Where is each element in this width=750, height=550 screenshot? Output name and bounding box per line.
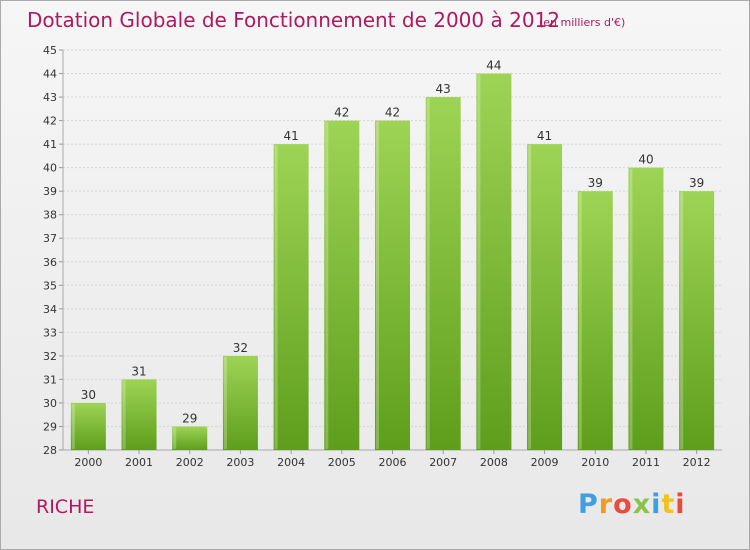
y-tick-label: 42 <box>43 115 57 128</box>
x-tick-label: 2012 <box>683 456 711 469</box>
x-tick-label: 2008 <box>480 456 508 469</box>
logo-letter: x <box>632 489 652 520</box>
y-tick-label: 41 <box>43 138 57 151</box>
data-label: 39 <box>588 176 603 190</box>
logo-letter: r <box>598 489 614 520</box>
logo-letter: P <box>578 489 599 520</box>
bars <box>70 73 715 451</box>
chart-title: Dotation Globale de Fonctionnement de 20… <box>27 8 560 32</box>
y-tick-label: 33 <box>43 326 57 339</box>
x-tick-label: 2007 <box>429 456 457 469</box>
x-tick-label: 2009 <box>531 456 559 469</box>
bar <box>375 120 410 451</box>
y-tick-label: 31 <box>43 373 57 386</box>
x-tick-label: 2001 <box>125 456 153 469</box>
y-tick-label: 43 <box>43 91 57 104</box>
data-label: 39 <box>689 176 704 190</box>
x-tick-labels: 2000 2001 2002 2003 2004 2005 2006 2007 2008 2009… <box>74 456 710 469</box>
logo-letter: t <box>661 489 676 520</box>
bar-highlight <box>578 192 582 450</box>
x-tick-label: 2010 <box>581 456 609 469</box>
data-label: 41 <box>283 129 298 143</box>
bar-highlight <box>274 145 278 449</box>
y-tick-labels: 28 29 30 31 32 33 34 35 36 37 38 39 40 41 42 43 44 45 <box>43 44 57 457</box>
bar <box>273 144 309 450</box>
bar-highlight <box>173 427 177 449</box>
bar-highlight <box>629 168 633 449</box>
x-tick-label: 2002 <box>176 456 204 469</box>
bar <box>70 402 106 450</box>
bar <box>577 191 613 451</box>
y-tick-label: 44 <box>43 68 57 81</box>
bar-highlight <box>528 145 532 449</box>
data-label: 44 <box>486 59 501 73</box>
x-tick-label: 2003 <box>226 456 254 469</box>
bar-highlight <box>376 121 379 450</box>
bar <box>324 120 360 451</box>
y-tick-label: 29 <box>43 420 57 433</box>
x-tick-label: 2000 <box>74 456 102 469</box>
data-label: 42 <box>385 106 400 120</box>
bar-highlight <box>477 74 481 449</box>
bar-highlight <box>680 192 684 450</box>
y-tick-label: 37 <box>43 232 57 245</box>
bar <box>476 73 512 450</box>
data-label: 29 <box>182 411 197 425</box>
bar-highlight <box>223 356 227 449</box>
bar <box>121 379 157 450</box>
unit-label: (en milliers d'€) <box>539 16 626 29</box>
x-tick-label: 2006 <box>379 456 407 469</box>
bar <box>425 97 461 450</box>
data-label: 41 <box>537 129 552 143</box>
y-tick-label: 35 <box>43 279 57 292</box>
logo-letter: o <box>613 489 633 520</box>
data-label: 30 <box>81 388 96 402</box>
x-tick-label: 2005 <box>328 456 356 469</box>
bar <box>222 355 258 450</box>
bar-highlight <box>426 98 430 449</box>
bar-highlight <box>325 121 329 450</box>
logo-letter: i <box>651 489 662 520</box>
y-tick-label: 36 <box>43 256 57 269</box>
y-tick-label: 40 <box>43 162 57 175</box>
data-labels: 30 31 29 32 41 42 42 43 44 41 39 40 39 <box>81 59 705 426</box>
bar <box>172 426 208 450</box>
y-tick-label: 34 <box>43 303 57 316</box>
bar <box>527 144 563 450</box>
y-tick-label: 28 <box>43 444 57 457</box>
data-label: 42 <box>334 106 349 120</box>
y-tick-label: 38 <box>43 209 57 222</box>
bar <box>679 191 715 451</box>
proxiti-logo: Proxiti <box>578 489 686 520</box>
bar <box>628 167 664 450</box>
y-tick-label: 45 <box>43 44 57 57</box>
logo-letter: i <box>675 489 686 520</box>
data-label: 31 <box>131 364 146 378</box>
data-label: 40 <box>638 153 653 167</box>
y-tick-label: 30 <box>43 397 57 410</box>
x-tick-label: 2011 <box>632 456 660 469</box>
data-label: 43 <box>436 82 451 96</box>
data-label: 32 <box>233 341 248 355</box>
bar-highlight <box>122 380 126 449</box>
bar-highlight <box>71 403 75 449</box>
y-tick-label: 32 <box>43 350 57 363</box>
x-tick-label: 2004 <box>277 456 305 469</box>
y-tick-label: 39 <box>43 185 57 198</box>
commune-name: RICHE <box>36 496 95 518</box>
